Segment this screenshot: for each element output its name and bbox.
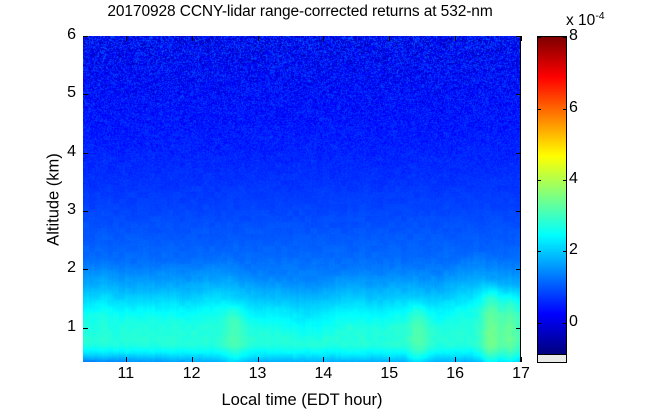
- heatmap-canvas[interactable]: [83, 36, 521, 362]
- colorbar-tick-6: [537, 109, 541, 110]
- colorbar-tick-4: [537, 180, 541, 181]
- y-tick-1: [83, 328, 88, 329]
- y-tick-5: [83, 94, 88, 95]
- y-tick-3: [516, 211, 521, 212]
- y-tick-6: [516, 36, 521, 37]
- heatmap-plot-area[interactable]: [83, 36, 521, 362]
- x-tick-14: [323, 36, 324, 41]
- colorbar-underflow-strip: [537, 355, 567, 363]
- x-tick-12: [192, 357, 193, 362]
- y-tick-label-6: 6: [67, 26, 76, 43]
- x-tick-12: [192, 36, 193, 41]
- colorbar-tick-0: [537, 323, 541, 324]
- colorbar-tick-2: [563, 251, 567, 252]
- x-tick-16: [455, 36, 456, 41]
- y-tick-label-3: 3: [67, 200, 76, 218]
- x-tick-17: [521, 357, 522, 362]
- x-tick-label-16: 16: [446, 365, 465, 382]
- colorbar-tick-label-2: 2: [569, 241, 578, 259]
- x-tick-15: [389, 357, 390, 362]
- x-tick-label-11: 11: [117, 365, 135, 382]
- colorbar-tick-label-4: 4: [569, 169, 578, 187]
- x-axis-label: Local time (EDT hour): [221, 391, 383, 409]
- x-tick-label-12: 12: [182, 365, 201, 382]
- colorbar-tick-8: [537, 37, 541, 38]
- colorbar-multiplier-text: x 10: [566, 12, 596, 30]
- y-tick-label-4: 4: [67, 142, 76, 160]
- x-tick-label-15: 15: [380, 365, 399, 382]
- chart-title: 20170928 CCNY-lidar range-corrected retu…: [107, 3, 493, 20]
- colorbar-tick-label-8: 8: [569, 27, 578, 45]
- y-tick-2: [516, 269, 521, 270]
- y-tick-4: [83, 153, 88, 154]
- x-tick-17: [521, 36, 522, 41]
- y-tick-label-5: 5: [67, 84, 76, 102]
- colorbar-gradient[interactable]: [537, 36, 567, 355]
- y-tick-label-2: 2: [67, 259, 76, 277]
- y-axis-label: Altitude (km): [44, 153, 63, 246]
- y-tick-label-1: 1: [67, 317, 76, 335]
- x-tick-14: [323, 357, 324, 362]
- y-tick-6: [83, 36, 88, 37]
- x-tick-15: [389, 36, 390, 41]
- colorbar-tick-label-6: 6: [569, 98, 578, 116]
- y-tick-1: [516, 328, 521, 329]
- y-tick-2: [83, 269, 88, 270]
- colorbar-exponent-text: -4: [595, 10, 605, 22]
- colorbar[interactable]: [537, 36, 567, 363]
- y-tick-5: [516, 94, 521, 95]
- colorbar-tick-0: [563, 323, 567, 324]
- colorbar-multiplier-label: x 10-4: [566, 10, 605, 30]
- x-tick-label-13: 13: [248, 365, 267, 382]
- x-tick-label-14: 14: [314, 365, 333, 382]
- y-tick-3: [83, 211, 88, 212]
- x-tick-13: [258, 357, 259, 362]
- colorbar-tick-2: [537, 251, 541, 252]
- colorbar-tick-8: [563, 37, 567, 38]
- x-tick-11: [126, 357, 127, 362]
- x-tick-16: [455, 357, 456, 362]
- y-tick-4: [516, 153, 521, 154]
- x-tick-13: [258, 36, 259, 41]
- x-tick-label-17: 17: [512, 365, 530, 382]
- colorbar-tick-4: [563, 180, 567, 181]
- x-tick-11: [126, 36, 127, 41]
- colorbar-tick-label-0: 0: [569, 312, 578, 330]
- colorbar-tick-6: [563, 109, 567, 110]
